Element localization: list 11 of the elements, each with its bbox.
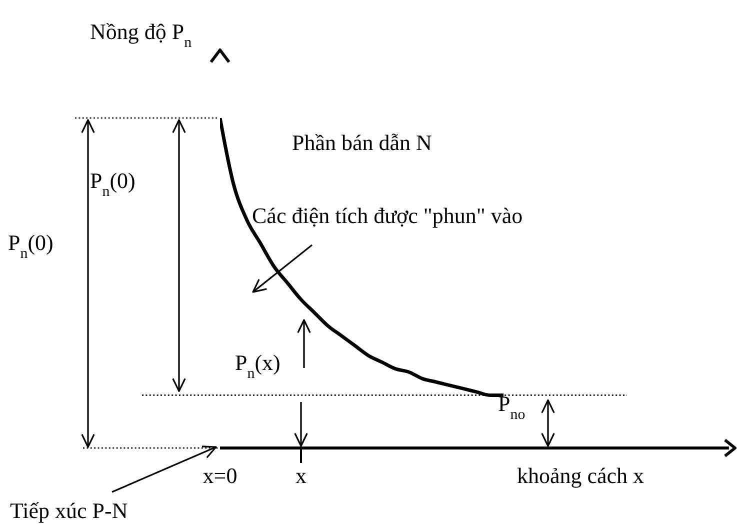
text: P$_{n}$(0) (90, 168, 136, 200)
text: P$_{n}$(0) (8, 230, 54, 262)
x-tick-label: x (296, 463, 306, 488)
y-axis-title: Nồng độ P$_{n}$ (90, 19, 192, 51)
annotation: P$_{n}$(x) (235, 350, 280, 382)
text: Tiếp xúc P-N (10, 498, 128, 523)
annotation: Phần bán dẫn N (292, 130, 432, 155)
annotation: Các điện tích được "phun" vào (252, 203, 523, 228)
x-tick-label: x=0 (202, 463, 238, 488)
ref-line-label: P$_{no}$ (498, 391, 526, 424)
x-axis-title: khoảng cách x (517, 463, 644, 488)
